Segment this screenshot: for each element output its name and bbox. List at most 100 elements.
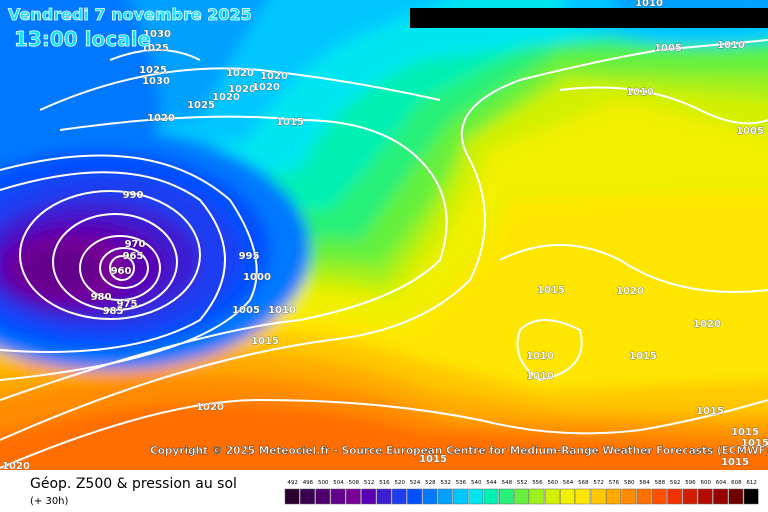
scale-label: 564 (563, 480, 574, 486)
scale-label: 556 (532, 480, 543, 486)
scale-swatch (391, 488, 407, 505)
isobar-label: 980 (91, 292, 112, 303)
scale-swatch (697, 488, 713, 505)
scale-label: 552 (517, 480, 528, 486)
scale-label: 520 (395, 480, 406, 486)
scale-label: 604 (716, 480, 727, 486)
scale-swatch (437, 488, 453, 505)
scale-label: 516 (379, 480, 390, 486)
scale-swatch (498, 488, 514, 505)
isobar-label: 1005 (736, 126, 764, 137)
scale-label: 612 (746, 480, 757, 486)
field-band (0, 0, 160, 167)
isobar-label: 1015 (731, 427, 759, 438)
isobar-label: 960 (111, 266, 132, 277)
scale-swatch (422, 488, 438, 505)
scale-swatch (284, 488, 300, 505)
scale-swatch (345, 488, 361, 505)
isobar-label: 965 (123, 251, 144, 262)
scale-label: 496 (303, 480, 314, 486)
scale-swatch (606, 488, 621, 505)
isobar-label: 1025 (187, 100, 215, 111)
copyright: Copyright © 2025 Meteociel.fr - Source E… (150, 445, 768, 457)
scale-swatch (376, 488, 392, 505)
isobar-label: 1015 (629, 351, 657, 362)
isobar-label: 1010 (526, 351, 554, 362)
scale-label: 580 (624, 480, 635, 486)
scale-swatch (468, 488, 484, 505)
isobar-label: 1010 (626, 87, 654, 98)
scale-label: 544 (486, 480, 497, 486)
scale-label: 568 (578, 480, 589, 486)
isobar-label: 1015 (276, 117, 304, 128)
isobar-label: 1020 (228, 84, 256, 95)
scale-label: 592 (670, 480, 681, 486)
isobar-label: 1000 (243, 272, 271, 283)
scale-label: 572 (593, 480, 604, 486)
isobar-label: 1025 (139, 65, 167, 76)
scale-swatch (529, 488, 545, 505)
geopotential-field (0, 0, 768, 470)
scale-swatch (453, 488, 468, 505)
scale-label: 560 (548, 480, 559, 486)
isobar-label: 1020 (196, 402, 224, 413)
isobars (0, 39, 768, 469)
isobar-label: 1020 (260, 71, 288, 82)
scale-swatch (300, 488, 315, 505)
isobar-label: 1030 (143, 29, 171, 40)
scale-swatch (667, 488, 683, 505)
isobar-label: 1020 (693, 319, 721, 330)
isobar-label: 1015 (741, 438, 768, 449)
scale-label: 548 (502, 480, 513, 486)
legend-title: Géop. Z500 & pression au sol (30, 476, 237, 492)
scale-label: 576 (609, 480, 620, 486)
scale-label: 584 (639, 480, 650, 486)
scale-swatch (575, 488, 591, 505)
isobar-label: 1020 (252, 82, 280, 93)
scale-swatch (713, 488, 728, 505)
scale-swatch (315, 488, 331, 505)
scale-swatch (682, 488, 698, 505)
isobar-label: 1015 (721, 457, 749, 468)
scale-label: 504 (333, 480, 344, 486)
isobar-label: 975 (117, 299, 138, 310)
scale-swatch (407, 488, 422, 505)
scale-swatch (514, 488, 530, 505)
isobar-label: 1015 (251, 336, 279, 347)
header-box (410, 8, 768, 28)
field-band (20, 248, 100, 292)
isobar-label: 1030 (142, 76, 170, 87)
scale-label: 588 (655, 480, 666, 486)
isobar-label: 1010 (526, 371, 554, 382)
scale-label: 600 (701, 480, 712, 486)
scale-label: 492 (287, 480, 298, 486)
scale-swatch (651, 488, 667, 505)
scale-swatch (330, 488, 346, 505)
scale-swatch (636, 488, 652, 505)
isobar-label: 1020 (226, 68, 254, 79)
scale-label: 596 (685, 480, 696, 486)
scale-label: 536 (456, 480, 467, 486)
scale-label: 608 (731, 480, 742, 486)
scale-swatch (590, 488, 606, 505)
isobar-label: 1010 (268, 305, 296, 316)
isobar-label: 990 (123, 190, 144, 201)
isobar-label: 1015 (419, 454, 447, 465)
isobar-label: 1025 (141, 43, 169, 54)
isobar-label: 1020 (212, 92, 240, 103)
scale-label: 540 (471, 480, 482, 486)
scale-swatch (560, 488, 575, 505)
scale-label: 512 (364, 480, 375, 486)
scale-swatch (361, 488, 377, 505)
isobar-label: 1015 (537, 285, 565, 296)
isobar-label: 1015 (696, 406, 724, 417)
isobar-label: 985 (103, 306, 124, 317)
isobar-label: 1020 (616, 286, 644, 297)
scale-swatch (743, 488, 759, 505)
isobar-label: 1005 (232, 305, 260, 316)
isobar-label: 970 (125, 239, 146, 250)
isobar-label: 1020 (147, 113, 175, 124)
scale-label: 532 (440, 480, 451, 486)
